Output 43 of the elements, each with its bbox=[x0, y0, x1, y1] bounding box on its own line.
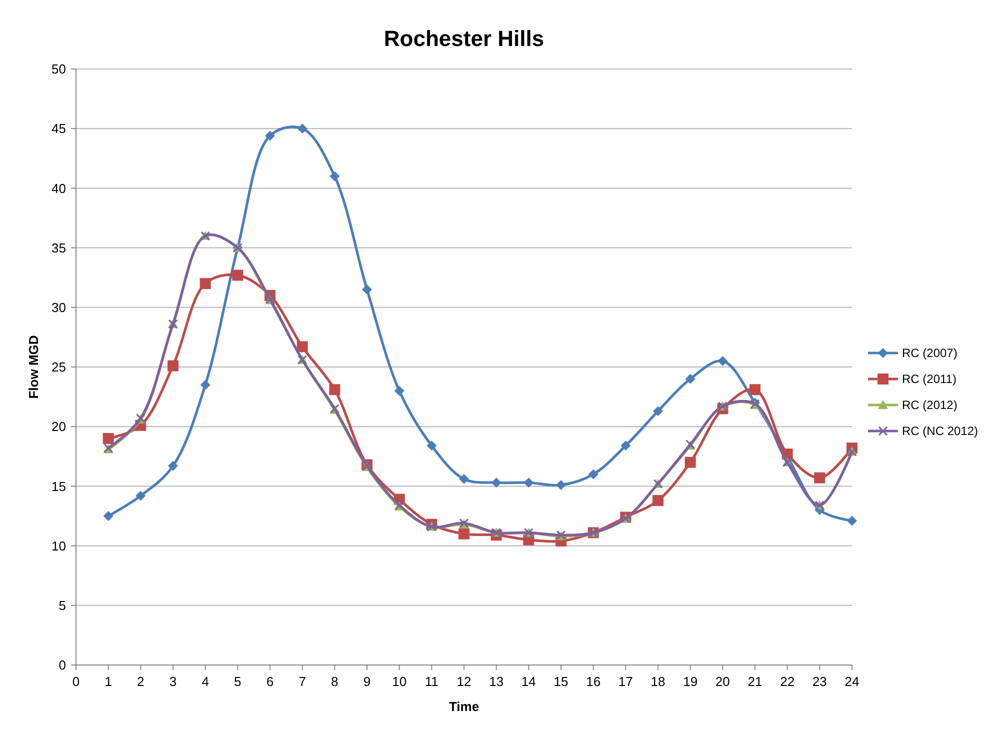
y-axis-title: Flow MGD bbox=[26, 335, 41, 399]
y-tick-label: 30 bbox=[52, 300, 66, 315]
y-tick-label: 0 bbox=[58, 658, 66, 673]
x-tick-label: 21 bbox=[748, 674, 762, 689]
y-tick-label: 10 bbox=[52, 538, 66, 554]
x-axis-title: Time bbox=[448, 699, 480, 714]
x-tick-label: 16 bbox=[586, 674, 601, 689]
x-tick-label: 19 bbox=[683, 674, 698, 689]
y-tick-label: 20 bbox=[52, 419, 66, 434]
x-tick-label: 18 bbox=[650, 674, 666, 689]
x-tick-label: 11 bbox=[424, 674, 438, 689]
y-tick-label: 50 bbox=[52, 62, 66, 77]
x-tick-label: 5 bbox=[234, 674, 242, 689]
x-tick-label: 1 bbox=[104, 674, 112, 689]
x-tick-label: 22 bbox=[780, 674, 795, 689]
x-tick-label: 20 bbox=[715, 674, 730, 689]
y-tick-label: 45 bbox=[52, 121, 66, 136]
x-tick-label: 14 bbox=[521, 674, 536, 689]
legend-label: RC (2011) bbox=[902, 372, 956, 386]
x-tick-label: 2 bbox=[137, 674, 144, 689]
legend-label: RC (2012) bbox=[902, 398, 958, 412]
y-tick-label: 15 bbox=[52, 478, 66, 494]
x-tick-label: 13 bbox=[489, 674, 504, 689]
legend-label: RC (NC 2012) bbox=[902, 424, 978, 438]
x-tick-label: 7 bbox=[298, 674, 306, 689]
x-tick-label: 12 bbox=[456, 674, 472, 689]
x-tick-label: 8 bbox=[331, 674, 338, 689]
x-tick-label: 24 bbox=[844, 674, 860, 689]
x-tick-label: 15 bbox=[554, 674, 568, 689]
chart-title: Rochester Hills bbox=[384, 26, 544, 51]
y-tick-label: 35 bbox=[52, 240, 66, 256]
x-tick-label: 4 bbox=[202, 674, 209, 689]
legend-label: RC (2007) bbox=[902, 346, 958, 360]
x-tick-label: 3 bbox=[169, 674, 177, 689]
y-tick-label: 5 bbox=[58, 598, 66, 613]
x-tick-label: 0 bbox=[72, 674, 80, 689]
x-tick-label: 17 bbox=[618, 674, 633, 689]
y-tick-label: 25 bbox=[52, 360, 66, 375]
x-tick-label: 10 bbox=[392, 674, 407, 689]
y-tick-label: 40 bbox=[52, 180, 66, 196]
x-tick-label: 6 bbox=[266, 674, 274, 689]
x-tick-label: 23 bbox=[812, 674, 827, 689]
x-tick-label: 9 bbox=[363, 674, 371, 689]
